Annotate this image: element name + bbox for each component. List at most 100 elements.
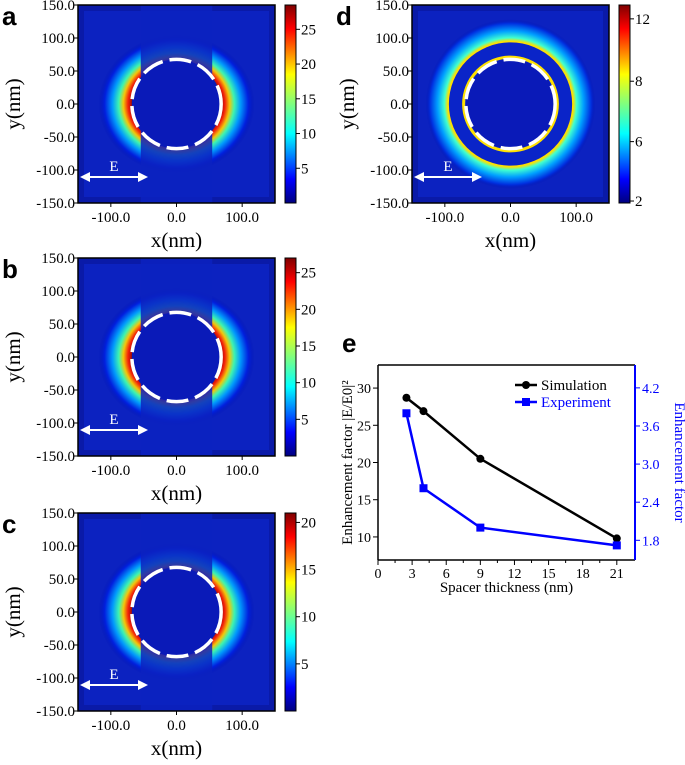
x-tick-label: 0.0 — [167, 210, 186, 226]
panel-label: b — [2, 254, 18, 284]
legend-label: Experiment — [541, 395, 612, 411]
y-tick-label: -50.0 — [44, 383, 75, 399]
panel-b: bE150.0100.050.00.0-50.0-100.0-150.0-100… — [1, 251, 316, 505]
colorbar-tick-label: 15 — [301, 92, 316, 108]
y-left-tick-label: 15 — [357, 494, 371, 509]
particle-outline — [130, 565, 223, 659]
y-left-tick-label: 10 — [357, 531, 371, 546]
y-right-tick-label: 2.4 — [642, 496, 660, 511]
y-tick-label: 0.0 — [56, 97, 75, 113]
y-right-tick-label: 1.8 — [642, 534, 660, 549]
x-tick-label: 0.0 — [167, 718, 186, 734]
y-left-tick-label: 20 — [357, 457, 371, 472]
panel-label: c — [2, 509, 16, 539]
colorbar-tick-label: 5 — [301, 412, 309, 428]
series-line-experiment — [405, 412, 617, 547]
y-tick-label: -150.0 — [36, 449, 75, 465]
colorbar-tick-label: 8 — [635, 74, 643, 90]
field-label: E — [109, 667, 118, 683]
x-tick-label: -100.0 — [91, 210, 130, 226]
y-tick-label: 100.0 — [375, 31, 409, 47]
y-left-tick-label: 30 — [357, 382, 371, 397]
y-tick-label: -50.0 — [44, 130, 75, 146]
colorbar — [618, 4, 631, 204]
colorbar-tick-label: 20 — [301, 515, 316, 531]
heatmap: E — [78, 258, 275, 456]
x-tick-label: 0.0 — [167, 463, 186, 479]
x-tick-label: 6 — [443, 567, 450, 582]
panel-c: cE150.0100.050.00.0-50.0-100.0-150.0-100… — [1, 506, 316, 760]
y-tick-label: 150.0 — [375, 0, 409, 14]
panel-a: aE150.0100.050.00.0-50.0-100.0-150.0-100… — [1, 0, 316, 252]
y-tick-label: 150.0 — [41, 0, 75, 14]
y-tick-label: 50.0 — [49, 572, 75, 588]
x-tick-label: 21 — [610, 567, 624, 582]
y-tick-label: -150.0 — [370, 196, 409, 212]
x-tick-label: 0 — [375, 567, 382, 582]
colorbar-tick-label: 5 — [301, 657, 309, 673]
data-point — [476, 523, 485, 532]
colorbar — [284, 4, 297, 204]
heatmap: E — [78, 513, 275, 711]
colorbar-tick-label: 10 — [301, 376, 316, 392]
x-tick-label: 100.0 — [225, 718, 259, 734]
y-tick-label: 150.0 — [41, 251, 75, 267]
heatmap: E — [412, 5, 609, 203]
particle-outline — [130, 57, 223, 151]
panel-label: d — [336, 1, 352, 31]
x-tick-label: 0.0 — [501, 210, 520, 226]
y-tick-label: -150.0 — [36, 704, 75, 720]
field-label: E — [109, 159, 118, 175]
y-tick-label: 0.0 — [56, 350, 75, 366]
x-tick-label: 18 — [576, 567, 590, 582]
y-tick-label: -150.0 — [36, 196, 75, 212]
panel-label: a — [2, 1, 17, 31]
data-point — [612, 534, 621, 543]
colorbar-tick-label: 15 — [301, 563, 316, 579]
field-label: E — [443, 159, 452, 175]
x-tick-label: 9 — [477, 567, 484, 582]
x-axis-label: x(nm) — [151, 481, 202, 505]
y-right-tick-label: 3.0 — [642, 458, 660, 473]
y-axis-label: y(nm) — [1, 78, 25, 129]
legend-marker — [522, 381, 530, 389]
y-tick-label: 100.0 — [41, 539, 75, 555]
colorbar-tick-label: 2 — [635, 194, 643, 210]
x-tick-label: 15 — [542, 567, 556, 582]
data-point — [476, 454, 485, 463]
x-axis-label: x(nm) — [151, 736, 202, 760]
colorbar-tick-label: 25 — [301, 266, 316, 282]
heatmap: E — [78, 5, 275, 203]
x-tick-label: 12 — [507, 567, 521, 582]
series-line-simulation — [405, 396, 618, 540]
data-point — [402, 409, 411, 418]
colorbar-tick-label: 5 — [301, 161, 309, 177]
y-right-tick-label: 3.6 — [642, 420, 660, 435]
y-tick-label: 0.0 — [390, 97, 409, 113]
data-point — [402, 393, 411, 402]
y-tick-label: 100.0 — [41, 284, 75, 300]
y-tick-label: -100.0 — [36, 416, 75, 432]
y-tick-label: 50.0 — [49, 64, 75, 80]
legend-label: Simulation — [541, 378, 607, 394]
y-tick-label: -100.0 — [370, 163, 409, 179]
x-tick-label: 100.0 — [559, 210, 593, 226]
y-tick-label: 50.0 — [49, 317, 75, 333]
y-left-axis-label: Enhancement factor |E/E0|² — [340, 380, 356, 545]
x-axis-label: Spacer thickness (nm) — [440, 580, 573, 596]
field-label: E — [109, 412, 118, 428]
colorbar-tick-label: 25 — [301, 22, 316, 38]
colorbar-tick-label: 20 — [301, 302, 316, 318]
y-axis-label: y(nm) — [335, 78, 359, 129]
y-right-axis-label: Enhancement factor — [671, 402, 685, 522]
y-tick-label: -50.0 — [378, 130, 409, 146]
x-axis-label: x(nm) — [151, 228, 202, 252]
colorbar-tick-label: 10 — [301, 127, 316, 143]
particle-core — [131, 567, 222, 657]
particle-core — [131, 312, 222, 402]
colorbar-tick-label: 10 — [301, 610, 316, 626]
particle-outline — [464, 57, 557, 151]
data-point — [419, 484, 428, 493]
